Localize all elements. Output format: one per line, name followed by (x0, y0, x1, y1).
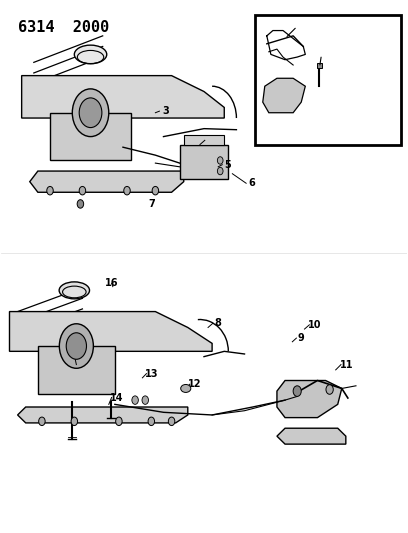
Text: 16: 16 (105, 278, 118, 288)
Text: 13: 13 (144, 369, 158, 378)
Circle shape (217, 157, 223, 164)
Circle shape (124, 187, 130, 195)
Circle shape (115, 417, 122, 425)
Circle shape (66, 333, 86, 359)
Circle shape (326, 385, 333, 394)
Text: 6: 6 (248, 178, 255, 188)
Circle shape (71, 417, 78, 425)
Text: 9: 9 (298, 333, 305, 343)
Text: 15: 15 (63, 346, 76, 357)
Text: 10: 10 (308, 320, 322, 330)
Text: 12: 12 (188, 379, 202, 389)
Text: 2: 2 (319, 47, 326, 56)
Bar (184, 135, 224, 144)
Bar (180, 144, 228, 179)
Text: 7: 7 (148, 199, 155, 209)
Bar (255, 14, 401, 144)
Circle shape (77, 200, 84, 208)
Circle shape (169, 417, 175, 425)
Text: 3: 3 (162, 106, 169, 116)
Circle shape (217, 167, 223, 175)
Bar (317, 63, 322, 68)
Ellipse shape (181, 384, 191, 392)
Circle shape (152, 187, 159, 195)
Bar (50, 113, 131, 160)
Polygon shape (263, 78, 305, 113)
Text: 11: 11 (340, 360, 353, 369)
Polygon shape (277, 428, 346, 444)
Ellipse shape (74, 45, 107, 63)
Text: 14: 14 (110, 393, 124, 403)
Circle shape (142, 396, 149, 405)
Circle shape (79, 187, 86, 195)
Ellipse shape (59, 282, 89, 299)
Bar (38, 346, 115, 394)
Circle shape (293, 386, 301, 397)
Circle shape (59, 324, 93, 368)
Circle shape (47, 187, 53, 195)
Circle shape (132, 396, 138, 405)
Text: 4: 4 (207, 135, 213, 146)
Text: 6314  2000: 6314 2000 (18, 20, 109, 35)
Polygon shape (22, 76, 224, 118)
Circle shape (148, 417, 155, 425)
Text: 5: 5 (224, 160, 231, 169)
Text: 1: 1 (297, 19, 304, 29)
Circle shape (39, 417, 45, 425)
Text: 8: 8 (215, 318, 222, 328)
Polygon shape (30, 171, 184, 192)
Circle shape (79, 98, 102, 127)
Polygon shape (277, 381, 342, 418)
Circle shape (72, 89, 109, 136)
Polygon shape (18, 407, 188, 423)
Polygon shape (9, 312, 212, 351)
